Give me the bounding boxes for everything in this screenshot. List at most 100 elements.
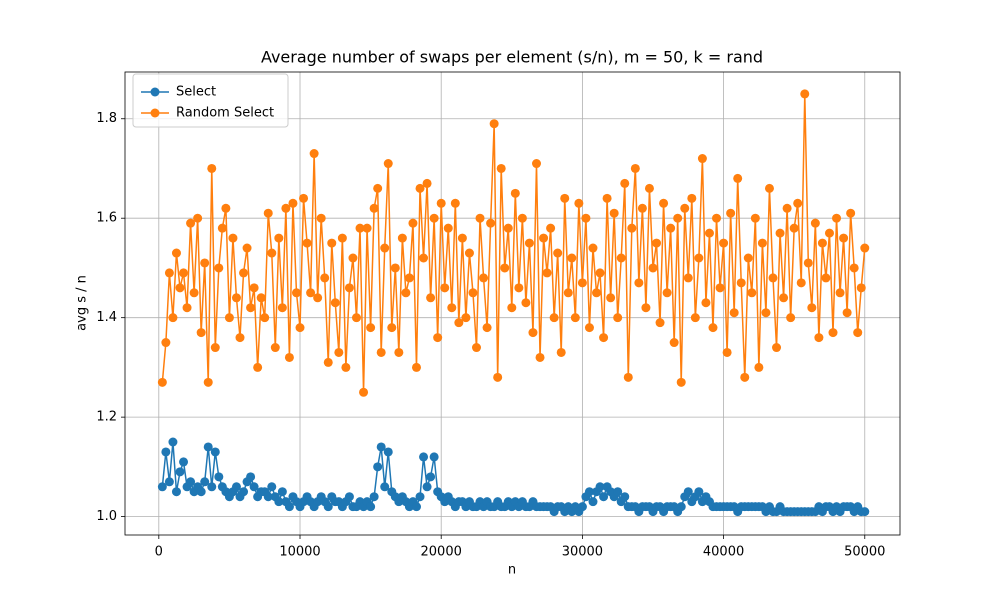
- data-point: [722, 347, 732, 357]
- data-point: [690, 313, 700, 323]
- data-point: [666, 223, 676, 233]
- data-point: [673, 213, 683, 223]
- data-point: [344, 283, 354, 293]
- data-point: [839, 233, 849, 243]
- data-point: [623, 372, 633, 382]
- data-point: [832, 213, 842, 223]
- data-point: [277, 487, 287, 497]
- data-point: [404, 273, 414, 283]
- data-point: [697, 154, 707, 164]
- data-point: [828, 328, 838, 338]
- data-point: [239, 268, 249, 278]
- data-point: [161, 338, 171, 348]
- data-point: [729, 308, 739, 318]
- data-point: [493, 372, 503, 382]
- data-point: [655, 318, 665, 328]
- data-point: [436, 198, 446, 208]
- data-point: [267, 248, 277, 258]
- data-point: [694, 253, 704, 263]
- series: [157, 89, 870, 397]
- data-point: [528, 328, 538, 338]
- x-tick-label: 10000: [279, 545, 320, 560]
- data-point: [369, 492, 379, 502]
- data-point: [457, 233, 467, 243]
- data-point: [860, 243, 870, 253]
- data-point: [383, 159, 393, 169]
- data-point: [479, 273, 489, 283]
- data-point: [736, 278, 746, 288]
- data-point: [214, 472, 224, 482]
- data-point: [429, 213, 439, 223]
- data-point: [295, 323, 305, 333]
- data-point: [514, 283, 524, 293]
- data-point: [175, 467, 185, 477]
- data-point: [521, 298, 531, 308]
- data-point: [373, 462, 383, 472]
- data-point: [157, 482, 167, 492]
- data-point: [387, 323, 397, 333]
- data-point: [471, 343, 481, 353]
- data-point: [475, 213, 485, 223]
- data-point: [489, 119, 499, 129]
- data-point: [422, 178, 432, 188]
- data-point: [856, 283, 866, 293]
- data-point: [380, 482, 390, 492]
- series: [157, 437, 870, 517]
- data-point: [648, 263, 658, 273]
- data-point: [676, 377, 686, 387]
- data-point: [789, 223, 799, 233]
- data-point: [817, 238, 827, 248]
- data-point: [351, 313, 361, 323]
- data-point: [630, 163, 640, 173]
- data-point: [644, 183, 654, 193]
- data-point: [376, 347, 386, 357]
- data-point: [464, 248, 474, 258]
- data-point: [390, 263, 400, 273]
- data-point: [419, 253, 429, 263]
- data-point: [447, 303, 457, 313]
- data-point: [500, 263, 510, 273]
- data-point: [683, 487, 693, 497]
- data-point: [426, 472, 436, 482]
- data-point: [267, 482, 277, 492]
- data-point: [454, 318, 464, 328]
- data-point: [210, 343, 220, 353]
- data-point: [189, 288, 199, 298]
- data-point: [263, 208, 273, 218]
- data-point: [772, 343, 782, 353]
- data-point: [164, 268, 174, 278]
- data-point: [800, 89, 810, 99]
- data-point: [750, 213, 760, 223]
- data-point: [327, 238, 337, 248]
- data-point: [284, 502, 294, 512]
- data-point: [284, 352, 294, 362]
- data-point: [740, 372, 750, 382]
- data-point: [415, 183, 425, 193]
- data-point: [704, 228, 714, 238]
- data-point: [620, 178, 630, 188]
- data-point: [669, 338, 679, 348]
- data-point: [274, 497, 284, 507]
- data-point: [803, 258, 813, 268]
- data-point: [260, 313, 270, 323]
- data-point: [613, 313, 623, 323]
- data-point: [627, 223, 637, 233]
- data-point: [588, 497, 598, 507]
- data-point: [440, 283, 450, 293]
- data-point: [701, 298, 711, 308]
- data-point: [849, 263, 859, 273]
- data-point: [344, 492, 354, 502]
- data-point: [157, 377, 167, 387]
- data-point: [309, 149, 319, 159]
- data-point: [299, 193, 309, 203]
- data-point: [256, 293, 266, 303]
- data-point: [253, 362, 263, 372]
- data-point: [810, 218, 820, 228]
- data-point: [680, 203, 690, 213]
- data-point: [584, 487, 594, 497]
- data-point: [539, 233, 549, 243]
- y-tick-label: 1.8: [96, 111, 117, 126]
- data-point: [369, 203, 379, 213]
- data-point: [249, 482, 259, 492]
